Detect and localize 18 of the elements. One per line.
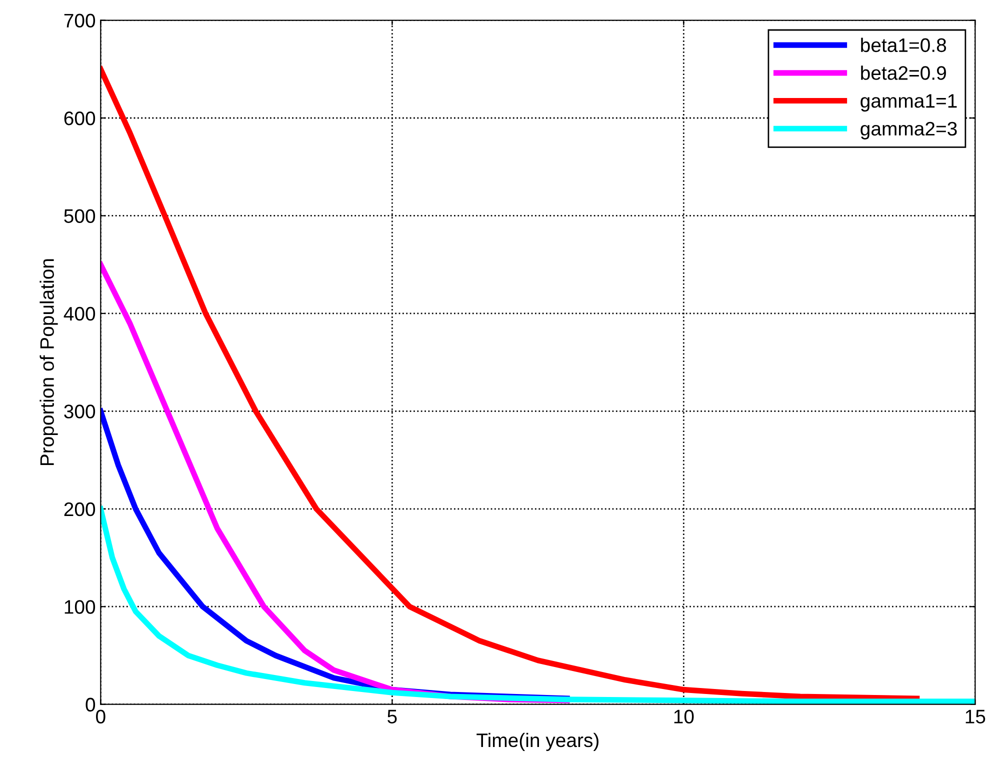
y-tick-label: 500 [64,209,96,223]
legend-label: gamma1=1 [860,94,957,112]
y-tick-label: 600 [64,111,96,126]
y-tick-label: 200 [64,502,96,516]
y-tick-label: 400 [64,306,96,321]
legend-label: beta2=0.9 [861,66,946,80]
y-tick-label: 300 [64,404,96,418]
y-tick-label: 0 [86,698,96,712]
x-tick-label: 0 [96,710,106,724]
legend-label: beta1=0.8 [861,38,946,52]
x-tick-label: 15 [966,710,986,724]
y-tick-label: 700 [64,14,96,28]
legend-label: gamma2=3 [860,122,957,140]
y-tick-label: 100 [64,600,96,614]
x-tick-label: 5 [388,710,397,724]
y-axis-title: Proportion of Population [40,259,58,466]
x-tick-label: 10 [674,710,694,724]
x-axis-title: Time(in years) [476,732,598,752]
